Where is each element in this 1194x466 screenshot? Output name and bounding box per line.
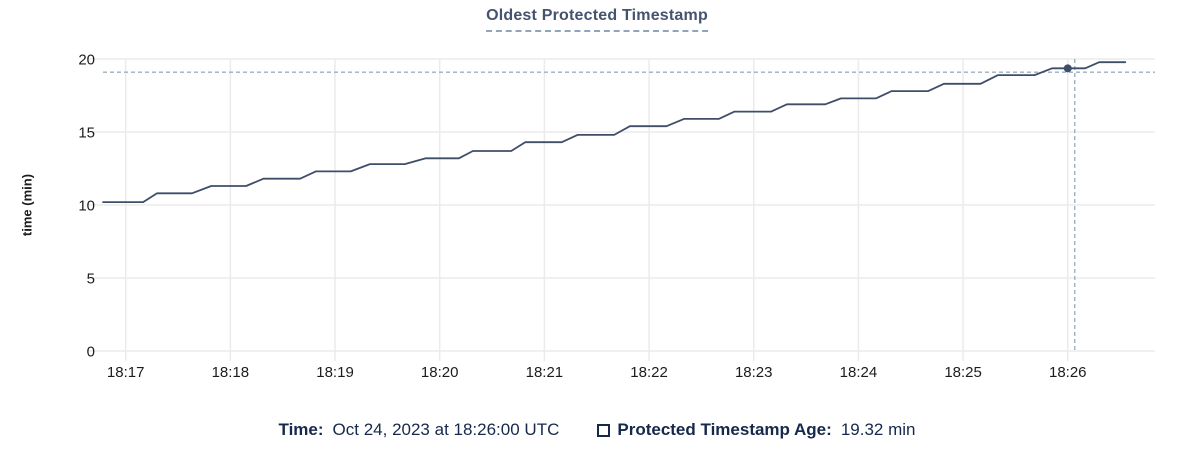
y-tick-label: 15 — [78, 125, 95, 142]
x-tick-label: 18:17 — [107, 364, 145, 381]
chart-title: Oldest Protected Timestamp — [486, 7, 708, 32]
legend-series-group: Protected Timestamp Age: 19.32 min — [597, 420, 915, 440]
legend-series-label: Protected Timestamp Age: — [617, 420, 832, 439]
x-tick-label: 18:22 — [630, 364, 668, 381]
legend-time-value: Oct 24, 2023 at 18:26:00 UTC — [332, 420, 560, 439]
x-tick-label: 18:23 — [735, 364, 773, 381]
x-tick-label: 18:18 — [212, 364, 250, 381]
chart-legend: Time: Oct 24, 2023 at 18:26:00 UTC Prote… — [0, 420, 1194, 440]
x-tick-label: 18:26 — [1049, 364, 1087, 381]
y-tick-label: 5 — [87, 271, 95, 288]
x-tick-label: 18:24 — [840, 364, 878, 381]
checkbox-outline-icon[interactable] — [597, 423, 611, 437]
y-tick-label: 0 — [87, 344, 95, 361]
x-tick-label: 18:21 — [526, 364, 564, 381]
legend-time-label: Time: — [278, 420, 324, 439]
x-tick-label: 18:20 — [421, 364, 459, 381]
hover-data-point — [1063, 64, 1072, 73]
legend-series-value: 19.32 min — [840, 420, 916, 439]
series-line-protected-timestamp-age — [102, 61, 1127, 204]
legend-time-group: Time: Oct 24, 2023 at 18:26:00 UTC — [279, 420, 560, 440]
x-tick-label: 18:19 — [316, 364, 354, 381]
y-tick-label: 10 — [78, 198, 95, 215]
x-tick-label: 18:25 — [944, 364, 982, 381]
y-tick-label: 20 — [78, 52, 95, 69]
